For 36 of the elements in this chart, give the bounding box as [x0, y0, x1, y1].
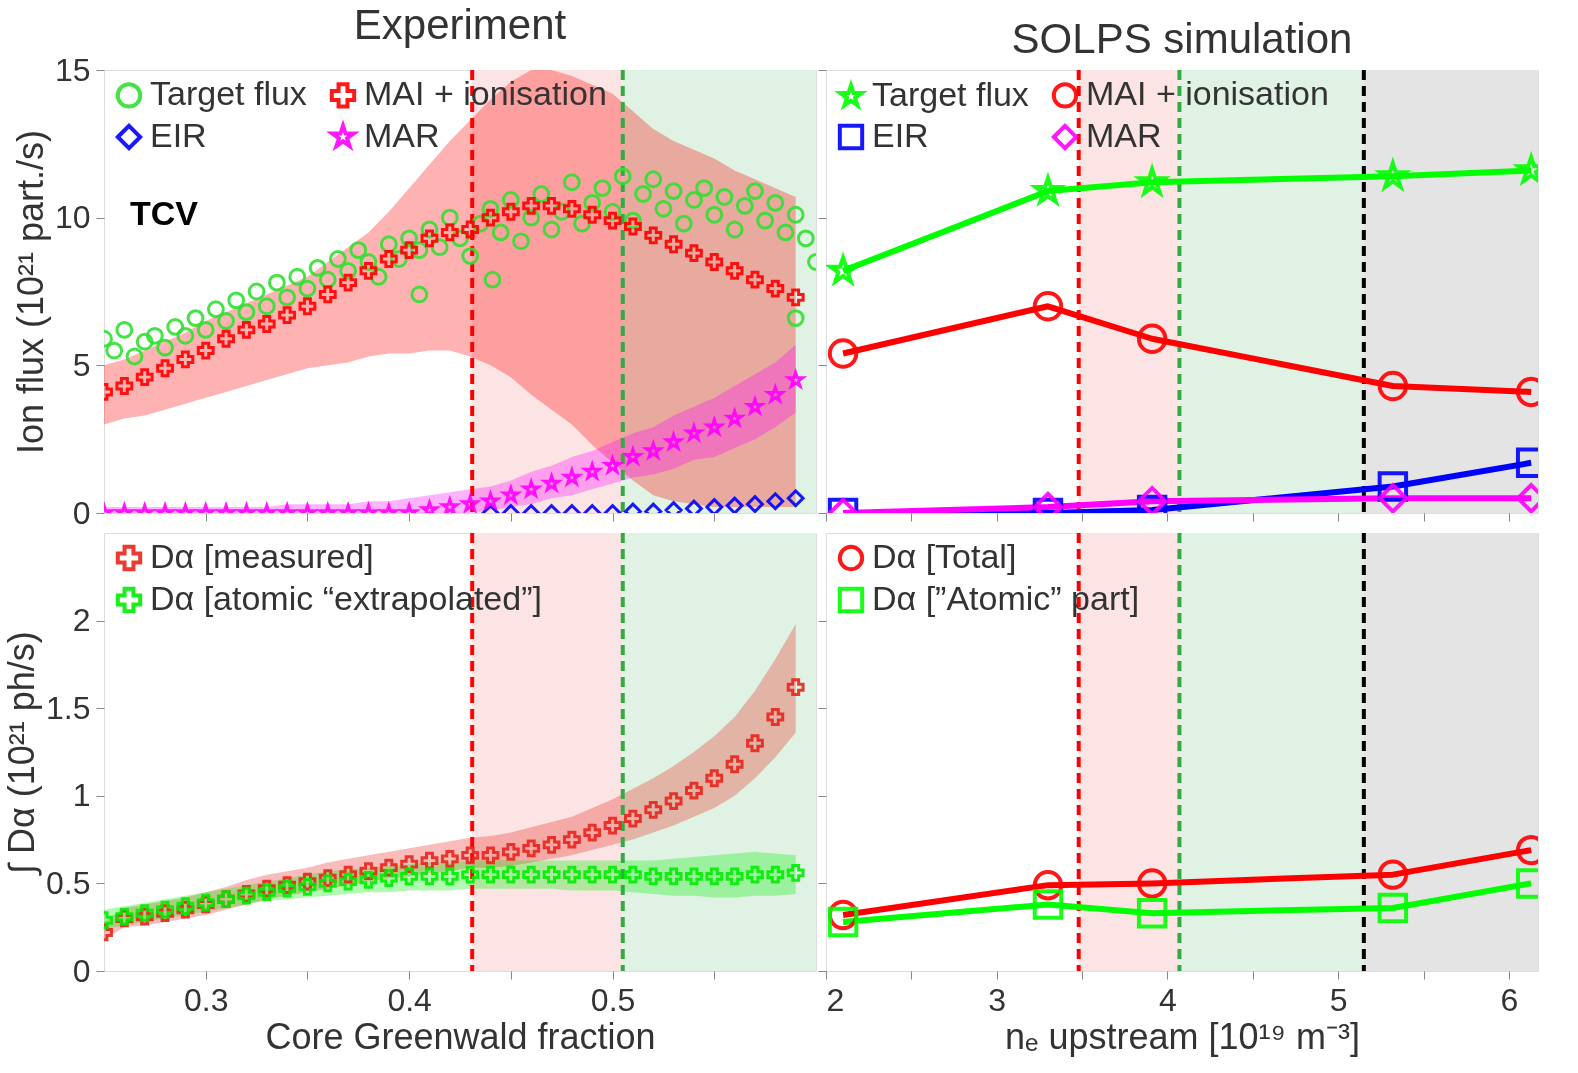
legend-label: MAI + ionisation [1086, 74, 1329, 113]
legend-label: MAI + ionisation [364, 74, 607, 113]
legend-label: MAR [364, 116, 440, 154]
annotation: TCV [130, 194, 199, 232]
x-tick-label: 5 [1329, 981, 1348, 1018]
y-tick-label: 1 [72, 777, 91, 814]
y-tick-label: 2 [72, 602, 91, 639]
legend-label: Target flux [872, 75, 1029, 114]
x-tick-label: 3 [988, 981, 1007, 1018]
legend-label: EIR [872, 116, 929, 154]
x-tick-label: 4 [1159, 981, 1177, 1018]
y-tick-label: 0 [72, 494, 91, 531]
legend-label: EIR [150, 116, 207, 154]
y-axis-title: Ion flux (10²¹ part./s) [9, 129, 51, 455]
x-axis-title: nₑ upstream [10¹⁹ m⁻³] [1005, 1015, 1360, 1057]
legend-label: Target flux [150, 74, 307, 113]
legend-label: MAR [1086, 116, 1162, 154]
y-axis-title: ∫ Dα (10²¹ ph/s) [1, 631, 43, 876]
y-tick-label: 0.5 [46, 864, 91, 901]
x-tick-label: 2 [826, 981, 845, 1018]
legend-label: Dα [measured] [150, 537, 374, 575]
y-tick-label: 15 [54, 51, 91, 88]
x-axis-title: Core Greenwald fraction [265, 1015, 656, 1057]
x-tick-label: 0.5 [590, 981, 636, 1018]
x-tick-label: 0.4 [387, 981, 432, 1018]
y-tick-label: 5 [72, 346, 91, 383]
legend-label: Dα [”Atomic” part] [872, 579, 1140, 617]
chart-title: Experiment [353, 1, 567, 48]
legend-label: Dα [Total] [872, 537, 1017, 575]
y-tick-label: 1.5 [46, 689, 91, 726]
legend-label: Dα [atomic “extrapolated”] [150, 579, 542, 617]
x-tick-label: 6 [1500, 981, 1519, 1018]
y-tick-label: 10 [54, 199, 91, 236]
chart-title: SOLPS simulation [1011, 15, 1353, 62]
x-tick-label: 0.3 [183, 981, 229, 1018]
y-tick-label: 0 [72, 952, 91, 989]
